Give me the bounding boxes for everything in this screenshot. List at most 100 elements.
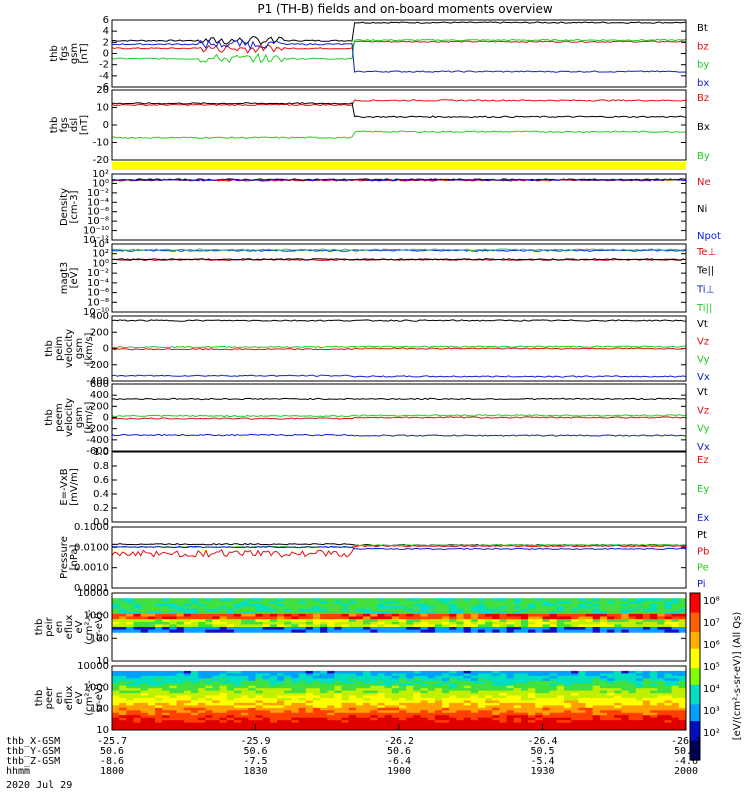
heat-cell bbox=[477, 695, 486, 699]
eph-value: 1800 bbox=[100, 766, 124, 777]
heat-cell bbox=[420, 688, 429, 692]
heat-cell bbox=[312, 598, 321, 602]
heat-cell bbox=[477, 613, 486, 617]
heat-cell bbox=[607, 702, 615, 706]
heat-cell bbox=[578, 680, 587, 684]
heat-cell bbox=[607, 603, 615, 607]
heat-cell bbox=[585, 702, 594, 706]
heat-cell bbox=[556, 712, 565, 716]
heat-cell bbox=[449, 685, 457, 689]
heat-cell bbox=[628, 685, 637, 689]
heat-cell bbox=[434, 710, 443, 714]
heat-cell bbox=[219, 683, 228, 687]
heat-cell bbox=[348, 616, 357, 620]
heat-cell bbox=[219, 702, 228, 706]
heat-cell bbox=[585, 670, 594, 674]
heat-cell bbox=[628, 619, 637, 623]
heat-cell bbox=[140, 683, 149, 687]
panel-peem: 6004002000-200-400-600thbpeemvelocitygsm… bbox=[44, 379, 710, 457]
legend-Ez: Ez bbox=[697, 455, 709, 466]
heat-cell bbox=[671, 710, 680, 714]
heat-cell bbox=[621, 611, 630, 615]
ytick-label: 10000 bbox=[77, 588, 109, 599]
heat-cell bbox=[528, 698, 536, 701]
colorbar-tick: 10⁶ bbox=[703, 640, 720, 651]
heat-cell bbox=[384, 678, 393, 682]
heat-cell bbox=[635, 725, 644, 729]
heat-cell bbox=[327, 613, 335, 617]
heat-cell bbox=[657, 690, 665, 694]
heat-cell bbox=[542, 712, 551, 716]
heat-cell bbox=[635, 715, 644, 719]
heat-cell bbox=[391, 627, 400, 631]
heat-cell bbox=[521, 598, 529, 602]
heat-cell bbox=[348, 619, 357, 623]
heat-cell bbox=[657, 725, 665, 729]
heat-cell bbox=[671, 598, 680, 602]
heat-cell bbox=[176, 613, 185, 617]
heat-cell bbox=[442, 598, 450, 602]
heat-cell bbox=[642, 678, 651, 682]
heat-cell bbox=[449, 611, 457, 615]
heat-cell bbox=[377, 603, 386, 607]
heat-cell bbox=[126, 705, 134, 709]
heat-cell bbox=[513, 725, 522, 729]
heat-cell bbox=[556, 727, 565, 731]
heat-cell bbox=[334, 600, 343, 604]
heat-cell bbox=[140, 598, 149, 602]
heat-cell bbox=[477, 675, 486, 679]
heat-cell bbox=[621, 598, 630, 602]
heat-cell bbox=[226, 627, 235, 631]
heat-cell bbox=[463, 616, 472, 620]
heat-cell bbox=[305, 688, 314, 692]
heat-cell bbox=[420, 685, 429, 689]
heat-cell bbox=[234, 722, 242, 726]
heat-cell bbox=[485, 688, 493, 692]
heat-cell bbox=[255, 598, 264, 602]
heat-cell bbox=[147, 600, 156, 604]
heat-cell bbox=[406, 616, 414, 620]
heat-cell bbox=[607, 621, 615, 625]
heat-cell bbox=[506, 616, 515, 620]
heat-cell bbox=[571, 608, 579, 612]
heat-cell bbox=[363, 678, 371, 682]
heat-cell bbox=[434, 690, 443, 694]
heat-cell bbox=[442, 702, 450, 706]
heat-cell bbox=[341, 670, 350, 674]
heat-cell bbox=[119, 683, 127, 687]
heat-cell bbox=[470, 606, 479, 610]
heat-cell bbox=[370, 702, 378, 706]
colorbar-swatch bbox=[690, 615, 700, 619]
heat-cell bbox=[241, 715, 249, 719]
heat-cell bbox=[155, 712, 163, 716]
heat-cell bbox=[341, 710, 350, 714]
heat-cell bbox=[377, 598, 386, 602]
colorbar-swatch bbox=[690, 665, 700, 669]
heat-cell bbox=[470, 624, 479, 628]
heat-cell bbox=[284, 722, 292, 726]
heat-cell bbox=[585, 606, 594, 610]
series-Vy bbox=[111, 345, 686, 349]
heat-cell bbox=[614, 673, 622, 677]
heat-cell bbox=[442, 611, 450, 615]
heat-cell bbox=[413, 611, 421, 615]
series-bz bbox=[111, 40, 687, 54]
heat-cell bbox=[413, 698, 421, 701]
heat-cell bbox=[147, 720, 156, 724]
heat-cell bbox=[506, 675, 515, 679]
heat-cell bbox=[535, 710, 543, 714]
ytick-label: 0.8 bbox=[93, 461, 109, 472]
heat-cell bbox=[492, 629, 500, 633]
heat-cell bbox=[399, 705, 407, 709]
heat-cell bbox=[492, 685, 500, 689]
heat-cell bbox=[470, 670, 479, 674]
ylabel-line: [km/s] bbox=[84, 332, 95, 364]
heat-cell bbox=[635, 702, 644, 706]
heat-cell bbox=[614, 616, 622, 620]
heat-cell bbox=[549, 621, 558, 625]
heat-cell bbox=[284, 705, 292, 709]
heat-cell bbox=[198, 700, 206, 704]
heat-cell bbox=[234, 683, 242, 687]
